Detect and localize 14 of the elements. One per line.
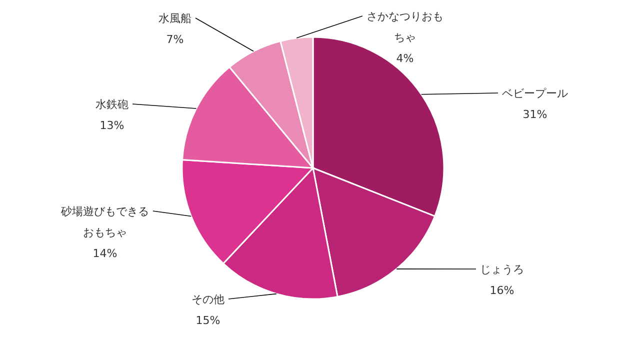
slice-label: じょうろ: [480, 263, 524, 276]
data-label: 31%: [522, 108, 548, 121]
data-label: 16%: [490, 284, 514, 297]
slice-label: 水風船: [158, 12, 192, 25]
slice-label: 水鉄砲: [96, 98, 128, 111]
slice-label: その他: [192, 293, 224, 306]
data-label: 13%: [100, 119, 124, 132]
data-label: 4%: [396, 52, 414, 65]
slice-label: さかなつりおもちゃ: [366, 10, 444, 44]
slice-label: ベビープール: [502, 87, 568, 100]
data-label: 7%: [166, 33, 184, 46]
slice-label: 砂場遊びもできるおもちゃ: [60, 205, 149, 239]
data-label: 14%: [92, 247, 118, 260]
data-label: 15%: [196, 314, 220, 327]
